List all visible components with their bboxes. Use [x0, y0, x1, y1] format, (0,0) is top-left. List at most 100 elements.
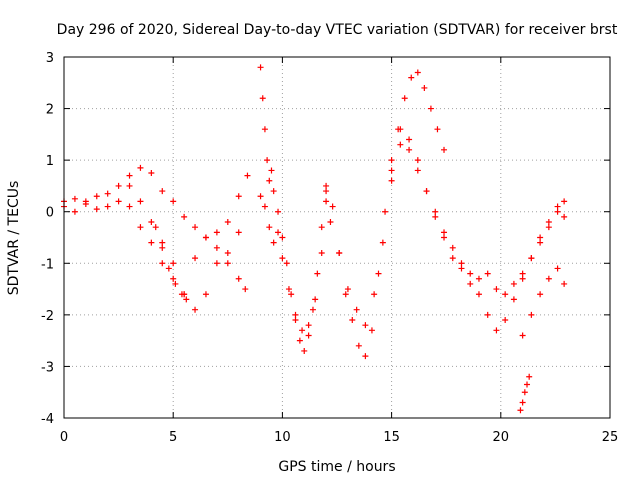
data-point: [458, 265, 465, 272]
data-point: [202, 291, 209, 298]
data-point: [148, 170, 155, 177]
data-point: [152, 224, 159, 231]
data-point: [115, 198, 122, 205]
data-point: [510, 280, 517, 287]
data-point: [362, 322, 369, 329]
series-track-h: [327, 141, 568, 329]
data-point: [327, 219, 334, 226]
data-point: [244, 172, 251, 179]
data-point: [257, 193, 264, 200]
plot-frame: [63, 56, 611, 419]
data-point: [296, 337, 303, 344]
data-point: [414, 157, 421, 164]
data-point: [115, 182, 122, 189]
series-track-f: [257, 193, 330, 334]
data-point: [148, 219, 155, 226]
data-point: [397, 126, 404, 133]
series-track-k: [519, 265, 568, 339]
data-point: [126, 172, 133, 179]
data-point: [261, 203, 268, 210]
data-point: [467, 270, 474, 277]
data-point: [519, 332, 526, 339]
data-point: [493, 286, 500, 293]
data-point: [379, 239, 386, 246]
data-point: [183, 296, 190, 303]
x-axis-label: GPS time / hours: [278, 459, 395, 475]
data-point: [353, 306, 360, 313]
data-point: [441, 229, 448, 236]
data-point: [192, 255, 199, 262]
data-point: [561, 280, 568, 287]
data-point: [235, 229, 242, 236]
data-point: [305, 332, 312, 339]
data-point: [545, 275, 552, 282]
data-point: [275, 208, 282, 215]
data-point: [137, 198, 144, 205]
data-point: [519, 399, 526, 406]
data-point: [432, 213, 439, 220]
data-point: [71, 195, 78, 202]
data-point: [224, 219, 231, 226]
data-point: [266, 177, 273, 184]
data-point: [517, 407, 524, 414]
data-point: [292, 317, 299, 324]
data-points: [61, 64, 568, 414]
y-tick-label: -1: [41, 257, 54, 272]
data-point: [441, 146, 448, 153]
data-point: [268, 167, 275, 174]
data-point: [224, 260, 231, 267]
data-point: [104, 203, 111, 210]
data-point: [266, 224, 273, 231]
data-point: [104, 190, 111, 197]
y-tick-label: -2: [41, 309, 54, 324]
data-point: [270, 188, 277, 195]
series-track-g: [323, 69, 448, 360]
data-point: [329, 203, 336, 210]
data-point: [561, 213, 568, 220]
data-point: [181, 213, 188, 220]
data-point: [213, 260, 220, 267]
data-point: [159, 188, 166, 195]
data-point: [305, 322, 312, 329]
data-point: [159, 260, 166, 267]
data-point: [93, 193, 100, 200]
data-point: [93, 206, 100, 213]
series-track-c: [126, 182, 249, 298]
data-point: [362, 353, 369, 360]
data-point: [312, 296, 319, 303]
x-tick-label: 5: [169, 430, 177, 445]
data-point: [288, 291, 295, 298]
data-point: [554, 208, 561, 215]
data-point: [314, 270, 321, 277]
data-point: [397, 141, 404, 148]
data-point: [318, 224, 325, 231]
grid: [64, 57, 610, 418]
data-point: [279, 255, 286, 262]
data-point: [270, 239, 277, 246]
data-point: [318, 249, 325, 256]
data-point: [475, 291, 482, 298]
series-track-j: [517, 373, 533, 414]
axis-ticks: 0 5 10 15 20 25 -4 -3 -2 -1 0 1 2 3: [41, 51, 618, 445]
y-tick-label: 0: [46, 206, 54, 221]
data-point: [368, 327, 375, 334]
data-point: [458, 260, 465, 267]
data-point: [285, 286, 292, 293]
series-track-d: [152, 224, 190, 303]
data-point: [537, 291, 544, 298]
data-point: [545, 224, 552, 231]
x-tick-label: 0: [60, 430, 68, 445]
data-point: [467, 280, 474, 287]
y-tick-label: 2: [46, 103, 54, 118]
data-point: [192, 224, 199, 231]
data-point: [283, 260, 290, 267]
data-point: [159, 244, 166, 251]
data-point: [148, 239, 155, 246]
data-point: [524, 381, 531, 388]
data-point: [519, 270, 526, 277]
data-point: [261, 126, 268, 133]
data-point: [441, 234, 448, 241]
series-track-e: [257, 64, 330, 354]
data-point: [309, 306, 316, 313]
